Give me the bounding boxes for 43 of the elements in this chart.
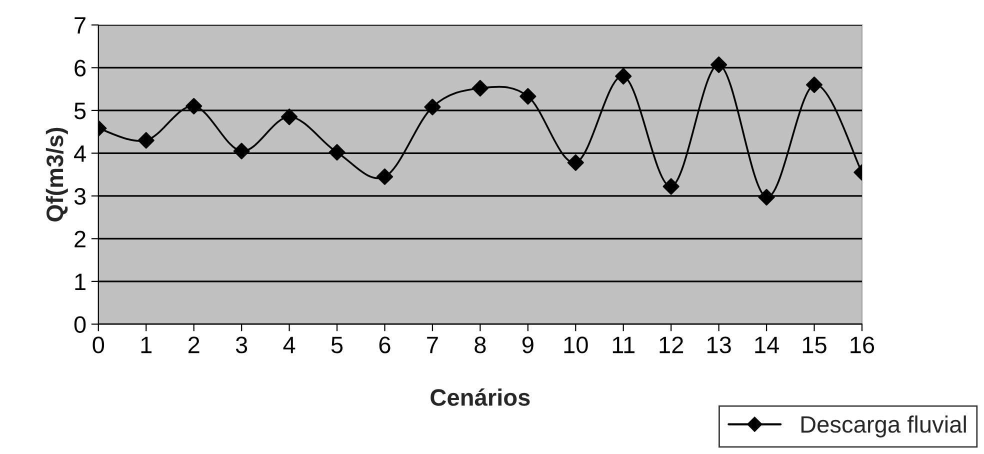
point xyxy=(520,88,536,105)
y-tick-label: 2 xyxy=(74,230,86,248)
x-tick-label: 1 xyxy=(141,336,152,354)
x-tick-label: 13 xyxy=(707,336,731,354)
y-tick-label: 6 xyxy=(74,60,86,76)
point xyxy=(233,142,250,160)
x-tick-label: 12 xyxy=(660,336,684,354)
point xyxy=(615,68,632,85)
x-axis-title: Cenários xyxy=(430,388,530,406)
x-tick-label: 16 xyxy=(850,336,874,354)
point xyxy=(710,56,728,74)
x-tick-label: 11 xyxy=(612,336,634,354)
y-tick-label: 5 xyxy=(74,102,86,120)
x-tick-label: 3 xyxy=(236,336,248,354)
x-tick-label: 2 xyxy=(188,336,200,354)
x-tick-label: 10 xyxy=(564,336,588,354)
x-tick-label: 0 xyxy=(92,336,104,354)
x-tick-label: 5 xyxy=(331,336,343,354)
point xyxy=(567,154,584,171)
x-tick-label: 7 xyxy=(427,336,438,354)
y-tick-label: 4 xyxy=(74,146,86,162)
x-tick-label: 14 xyxy=(755,336,779,354)
point xyxy=(138,132,154,149)
point xyxy=(328,144,346,161)
point xyxy=(806,76,823,94)
x-tick-label: 15 xyxy=(802,336,826,354)
point xyxy=(376,168,394,185)
point xyxy=(662,178,680,195)
x-tick-label: 8 xyxy=(474,336,486,354)
y-tick-label: 0 xyxy=(74,316,86,333)
y-tick-label: 3 xyxy=(74,188,86,205)
point xyxy=(424,98,441,116)
x-tick-label: 4 xyxy=(283,336,296,354)
x-tick-label: 9 xyxy=(522,336,534,354)
y-tick-label: 7 xyxy=(74,17,86,34)
point xyxy=(280,108,298,126)
point xyxy=(472,80,488,97)
point xyxy=(758,188,775,206)
legend-label: Descarga fluvial xyxy=(801,415,966,438)
point xyxy=(186,98,202,114)
x-tick-label: 6 xyxy=(379,336,390,354)
y-axis-title: Qf(m3/s) xyxy=(46,128,68,222)
y-tick-label: 1 xyxy=(75,274,86,290)
